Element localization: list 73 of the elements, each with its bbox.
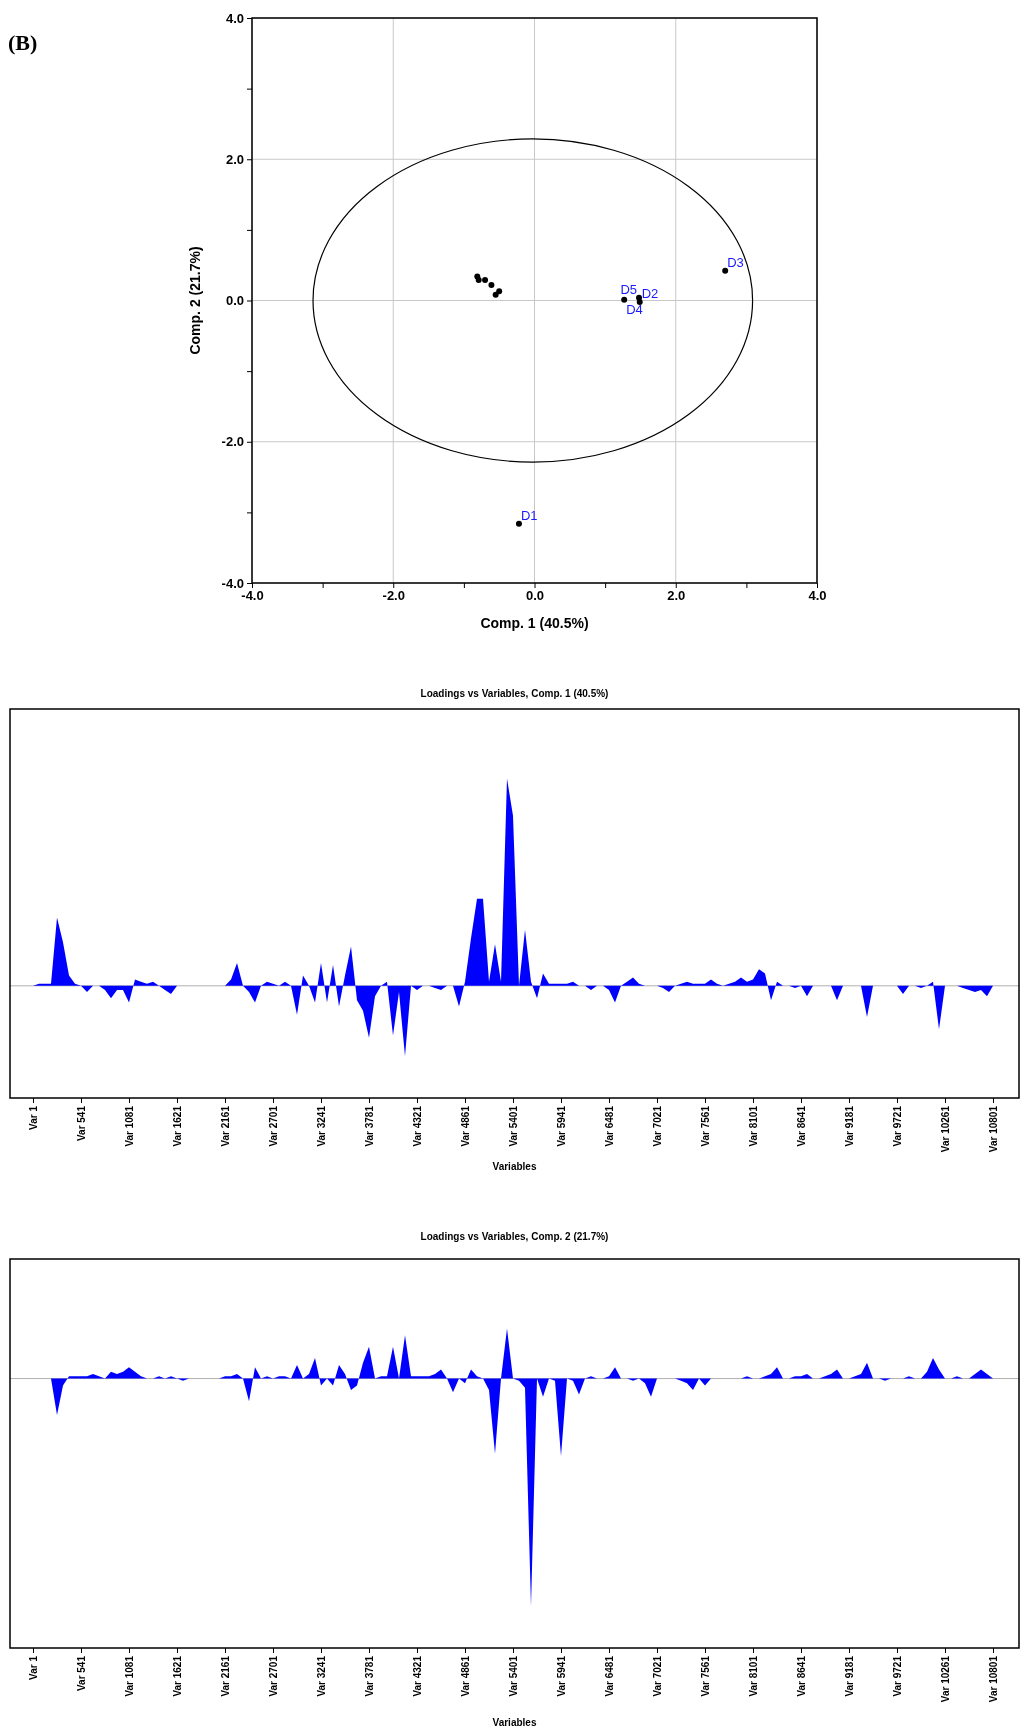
annotation: D4 [626, 301, 643, 317]
x-tick-label: Var 541 [75, 1655, 87, 1692]
annotation: D2 [641, 285, 659, 301]
annotation: D3 [727, 254, 744, 270]
x-tick-label: Var 9721 [891, 1655, 903, 1697]
y-tick-label: 4.0 [225, 10, 244, 26]
y-axis-title: Comp. 2 (21.7%) [187, 246, 203, 355]
x-tick-label: Var 8641 [795, 1655, 807, 1697]
x-tick-label: Var 1081 [123, 1105, 135, 1147]
x-tick-label: Var 4861 [459, 1655, 471, 1697]
x-tick-label: Var 3241 [315, 1105, 327, 1147]
point [475, 277, 482, 284]
point [621, 296, 628, 303]
point [482, 277, 489, 284]
point [488, 281, 495, 288]
x-tick-label: Var 5941 [555, 1105, 567, 1147]
chart-title: Loadings vs Variables, Comp. 1 (40.5%) [420, 688, 609, 699]
point [492, 291, 499, 298]
x-tick-label: Var 9181 [843, 1105, 855, 1147]
x-tick-label: Var 7021 [651, 1105, 663, 1147]
x-tick-label: Var 8101 [747, 1655, 759, 1697]
x-tick-label: 0.0 [525, 588, 545, 604]
x-tick-label: Var 10261 [939, 1105, 951, 1153]
x-tick-label: Var 8641 [795, 1105, 807, 1147]
x-tick-label: Var 1 [27, 1105, 39, 1130]
x-tick-label: Var 1081 [123, 1655, 135, 1697]
point [722, 267, 729, 274]
x-tick-label: Var 1621 [171, 1105, 183, 1147]
x-tick-label: Var 2701 [267, 1655, 279, 1697]
x-tick-label: 2.0 [667, 588, 686, 604]
x-tick-label: Var 4861 [459, 1105, 471, 1147]
x-tick-label: Var 1621 [171, 1655, 183, 1697]
x-tick-label: Var 10261 [939, 1655, 951, 1703]
text: (B) [8, 30, 38, 55]
x-tick-label: Var 2161 [219, 1105, 231, 1147]
y-tick-label: 0.0 [225, 293, 244, 309]
x-tick-label: -4.0 [241, 588, 264, 604]
x-tick-label: Var 7561 [699, 1105, 711, 1147]
x-tick-label: Var 8101 [747, 1105, 759, 1147]
x-tick-label: Var 7561 [699, 1655, 711, 1697]
x-tick-label: Var 6481 [603, 1105, 615, 1147]
x-tick-label: Var 5401 [507, 1655, 519, 1697]
y-tick-label: -4.0 [221, 575, 244, 591]
x-tick-label: -2.0 [382, 588, 405, 604]
annotation: D1 [520, 507, 538, 523]
x-tick-label: Var 6481 [603, 1655, 615, 1697]
y-tick-label: 2.0 [225, 151, 244, 167]
point [496, 288, 503, 295]
chart-title: Loadings vs Variables, Comp. 2 (21.7%) [420, 1231, 609, 1242]
x-tick-label: Var 9181 [843, 1655, 855, 1697]
x-tick-label: Var 5401 [507, 1105, 519, 1147]
x-axis-title: Variables [492, 1161, 537, 1172]
x-tick-label: Var 10801 [987, 1105, 999, 1153]
x-tick-label: Var 4321 [411, 1105, 423, 1147]
x-tick-label: 4.0 [808, 588, 827, 604]
annotation: D5 [620, 281, 638, 297]
x-tick-label: Var 7021 [651, 1655, 663, 1697]
x-tick-label: Var 3241 [315, 1655, 327, 1697]
y-tick-label: -2.0 [221, 434, 244, 450]
point [515, 520, 522, 527]
x-tick-label: Var 5941 [555, 1655, 567, 1697]
point [636, 294, 643, 301]
x-tick-label: Var 9721 [891, 1105, 903, 1147]
x-tick-label: Var 2701 [267, 1105, 279, 1147]
x-axis-title: Comp. 1 (40.5%) [480, 615, 589, 631]
x-tick-label: Var 1 [27, 1655, 39, 1680]
x-tick-label: Var 541 [75, 1105, 87, 1142]
x-tick-label: Var 2161 [219, 1655, 231, 1697]
x-axis-title: Variables [492, 1717, 537, 1728]
x-tick-label: Var 3781 [363, 1655, 375, 1697]
x-tick-label: Var 3781 [363, 1105, 375, 1147]
x-tick-label: Var 4321 [411, 1655, 423, 1697]
x-tick-label: Var 10801 [987, 1655, 999, 1703]
